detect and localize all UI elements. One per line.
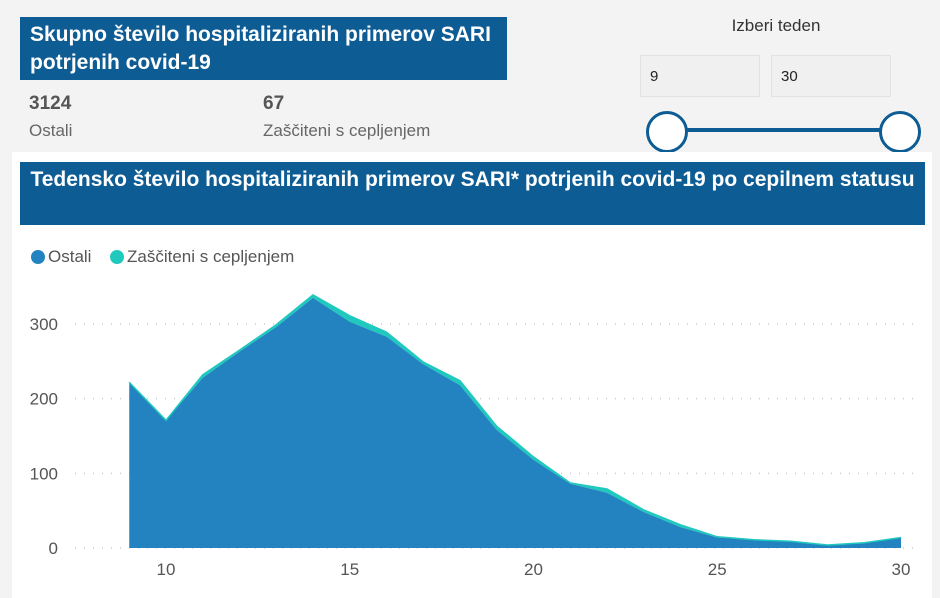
- x-tick-label: 15: [340, 560, 359, 579]
- week-to-input[interactable]: 30: [771, 55, 891, 97]
- chart-title: Tedensko število hospitaliziranih primer…: [20, 162, 925, 225]
- legend-dot-zasciteni: [110, 250, 124, 264]
- legend-item-ostali[interactable]: Ostali: [31, 247, 91, 267]
- slider-start-handle[interactable]: [646, 111, 688, 153]
- y-tick-label: 0: [49, 539, 58, 558]
- legend-label-zasciteni: Zaščiteni s cepljenjem: [127, 247, 295, 266]
- kpi-ostali-label: Ostali: [29, 121, 73, 140]
- x-tick-label: 10: [157, 560, 176, 579]
- x-tick-label: 25: [708, 560, 727, 579]
- kpi-zasciteni-value: 67: [263, 93, 285, 114]
- kpi-ostali-value: 3124: [29, 93, 72, 114]
- slicer-title: Izberi teden: [731, 16, 821, 35]
- area-ostali: [129, 297, 901, 548]
- legend-label-ostali: Ostali: [48, 247, 92, 266]
- y-tick-label: 200: [30, 390, 58, 409]
- y-tick-label: 100: [30, 464, 58, 483]
- y-tick-label: 300: [30, 315, 58, 334]
- legend-item-zasciteni[interactable]: Zaščiteni s cepljenjem: [110, 247, 294, 267]
- line-zasciteni: [128, 293, 902, 546]
- legend-dot-ostali: [31, 250, 45, 264]
- kpi-zasciteni-label: Zaščiteni s cepljenjem: [263, 121, 431, 140]
- slider-track[interactable]: [666, 128, 899, 132]
- slider-end-handle[interactable]: [879, 111, 921, 153]
- x-tick-label: 30: [892, 560, 911, 579]
- week-from-input[interactable]: 9: [640, 55, 760, 97]
- x-tick-label: 20: [524, 560, 543, 579]
- kpi-title: Skupno število hospitaliziranih primerov…: [20, 17, 507, 80]
